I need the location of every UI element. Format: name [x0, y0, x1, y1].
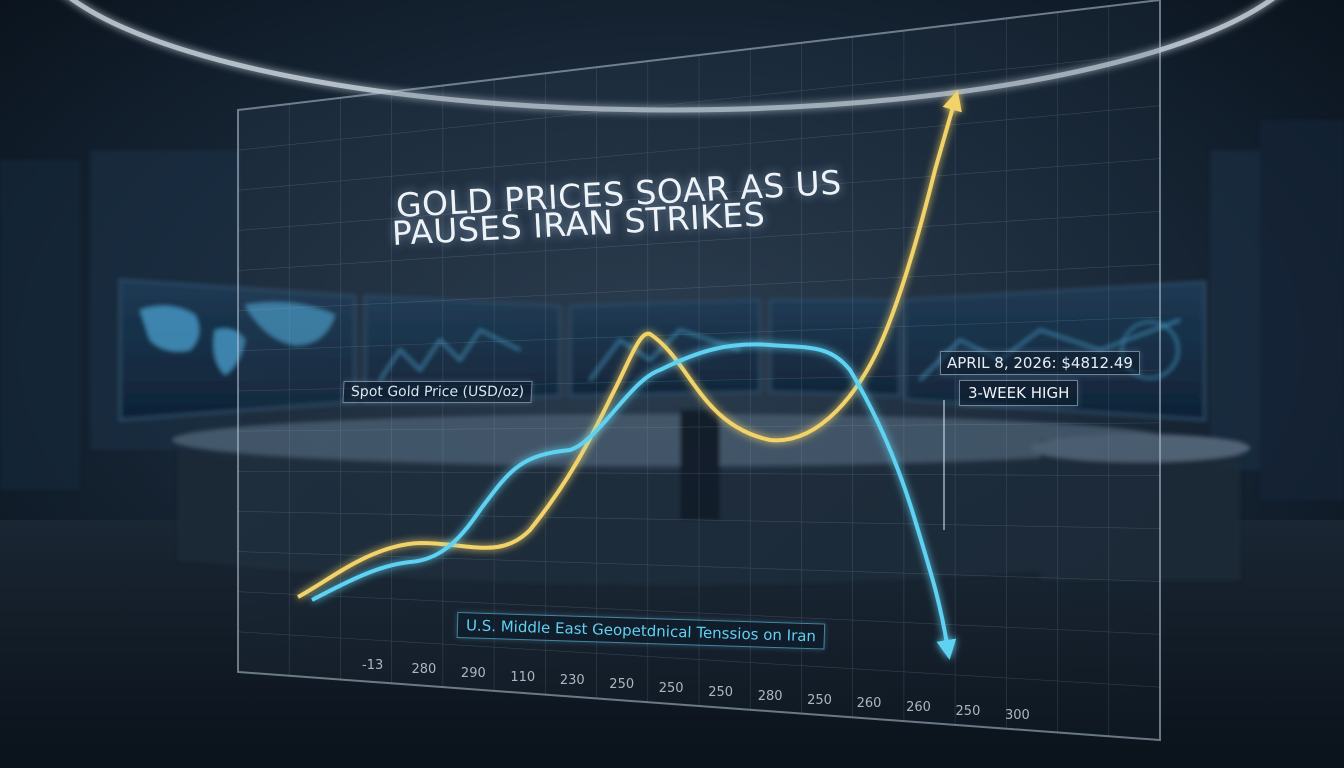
x-axis-tick-label: 250 — [807, 692, 832, 708]
grid-line — [237, 631, 1161, 688]
back-wall-windows — [0, 120, 1344, 500]
grid-line — [237, 316, 1161, 352]
x-axis-tick-label: 280 — [411, 661, 437, 677]
grid-line — [237, 158, 1161, 231]
x-axis-tick-label: -13 — [362, 658, 384, 673]
x-axis-tick-label: 300 — [1005, 708, 1030, 723]
chart-lines — [297, 90, 962, 660]
x-axis-tick-label: 280 — [757, 688, 783, 704]
x-axis-tick-label: 290 — [460, 665, 486, 681]
series-label: Spot Gold Price (USD/oz) — [342, 381, 533, 403]
grid-line — [237, 551, 1161, 582]
grid-line — [237, 511, 1161, 529]
three-week-high-badge: 3-WEEK HIGH — [959, 380, 1079, 406]
grid-line — [237, 470, 1161, 477]
grid-line — [237, 591, 1161, 635]
x-axis-tick-label: 110 — [510, 669, 536, 685]
gold-price-line — [297, 90, 962, 599]
grid-line — [237, 263, 1161, 312]
x-axis-tick-label: 250 — [955, 704, 981, 720]
grid-line — [237, 211, 1161, 271]
geopolitical-tension-line — [311, 342, 957, 660]
grid-line — [237, 422, 1161, 432]
x-axis-tick-label: 260 — [856, 696, 882, 712]
grid-line — [237, 105, 1161, 191]
x-axis-tick-label: 250 — [609, 677, 635, 693]
grid-line — [237, 52, 1161, 151]
x-axis-tick-label: 230 — [559, 673, 585, 689]
x-axis-tick-label: 250 — [658, 681, 684, 697]
date-price-annotation: APRIL 8, 2026: $4812.49 — [940, 351, 1140, 375]
x-axis-tick-label: 250 — [708, 684, 734, 700]
x-axis-tick-label: 260 — [906, 700, 931, 716]
grid-line — [237, 369, 1161, 392]
